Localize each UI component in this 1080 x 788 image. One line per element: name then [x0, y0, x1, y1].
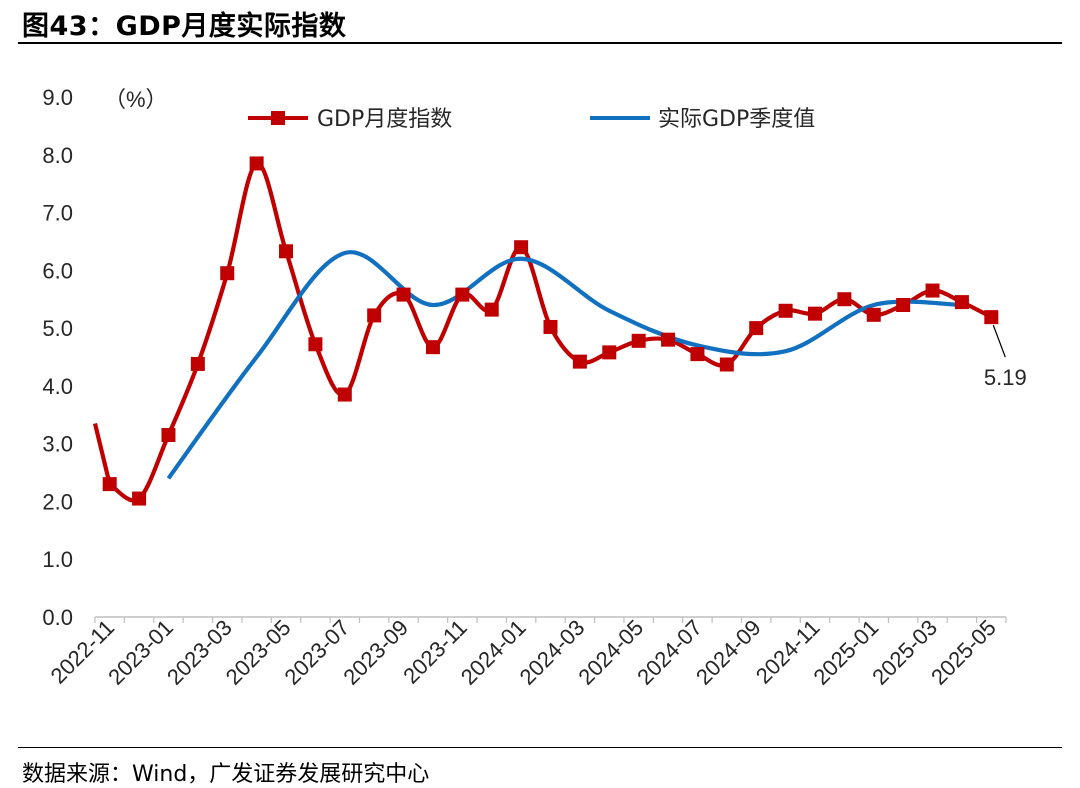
top-rule — [18, 42, 1062, 44]
annotation-label: 5.19 — [984, 365, 1027, 390]
data-point-gdp-monthly — [367, 308, 382, 323]
data-point-gdp-monthly — [161, 428, 176, 442]
x-tick-label: 2025-01 — [809, 615, 884, 690]
y-axis-unit-label: （%） — [104, 87, 168, 112]
x-tick-label: 2024-03 — [515, 615, 590, 690]
data-point-gdp-monthly — [778, 303, 793, 318]
data-point-gdp-monthly — [719, 357, 734, 372]
data-point-gdp-monthly — [132, 491, 147, 506]
legend-label-gdp-quarterly: 实际GDP季度值 — [658, 107, 815, 132]
y-tick-label: 3.0 — [42, 432, 73, 457]
y-tick-label: 4.0 — [42, 374, 73, 399]
annotation-leader-line — [992, 324, 1006, 358]
y-axis-ticks: 0.0 1.0 2.0 3.0 4.0 5.0 6.0 7.0 8.0 9.0 — [42, 85, 73, 630]
legend-label-gdp-monthly: GDP月度指数 — [317, 107, 452, 132]
data-point-gdp-monthly — [749, 321, 764, 336]
bottom-rule — [18, 747, 1062, 748]
x-tick-label: 2024-07 — [632, 615, 707, 690]
y-tick-label: 7.0 — [42, 201, 73, 226]
y-tick-label: 6.0 — [42, 258, 73, 283]
data-point-gdp-monthly — [190, 356, 205, 371]
y-tick-label: 1.0 — [42, 547, 73, 572]
x-axis: 2022-112023-012023-032023-052023-072023-… — [46, 615, 1007, 690]
data-point-gdp-monthly — [690, 347, 705, 362]
legend: GDP月度指数 实际GDP季度值 — [248, 107, 815, 132]
data-point-gdp-monthly — [807, 306, 822, 321]
data-point-gdp-monthly — [866, 307, 881, 322]
x-tick-label: 2024-09 — [691, 615, 766, 690]
data-point-gdp-monthly — [631, 333, 646, 348]
y-tick-label: 2.0 — [42, 489, 73, 514]
x-tick-label: 2023-07 — [280, 615, 355, 690]
data-point-gdp-monthly — [984, 310, 999, 325]
y-tick-label: 5.0 — [42, 316, 73, 341]
data-point-gdp-monthly — [425, 340, 440, 355]
data-point-gdp-monthly — [337, 387, 352, 402]
x-tick-label: 2024-01 — [456, 615, 531, 690]
x-tick-label: 2023-09 — [338, 615, 413, 690]
data-point-gdp-monthly — [925, 283, 940, 298]
x-tick-label: 2023-03 — [162, 615, 237, 690]
legend-marker-gdp-monthly — [271, 111, 285, 125]
y-tick-label: 0.0 — [42, 605, 73, 630]
series-layer — [92, 156, 999, 506]
data-point-gdp-monthly — [954, 295, 969, 310]
data-point-gdp-monthly — [279, 244, 294, 259]
data-point-gdp-monthly — [102, 477, 117, 492]
y-tick-label: 8.0 — [42, 143, 73, 168]
data-point-gdp-monthly — [896, 298, 911, 312]
x-tick-label: 2025-05 — [926, 615, 1001, 690]
data-point-gdp-monthly — [514, 240, 529, 255]
source-note: 数据来源：Wind，广发证券发展研究中心 — [22, 762, 430, 787]
figure-title: 图43：GDP月度实际指数 — [22, 11, 347, 42]
x-tick-label: 2023-01 — [103, 615, 178, 690]
x-tick-label: 2024-05 — [573, 615, 648, 690]
y-tick-label: 9.0 — [42, 85, 73, 110]
data-point-gdp-monthly — [572, 354, 587, 369]
data-point-gdp-monthly — [308, 337, 323, 352]
data-point-gdp-monthly — [455, 287, 470, 302]
data-point-gdp-monthly — [602, 345, 617, 360]
data-point-gdp-monthly — [396, 287, 411, 302]
data-point-gdp-monthly — [220, 266, 235, 281]
data-point-gdp-monthly — [837, 292, 852, 307]
series-line-gdp-quarterly — [166, 250, 962, 480]
last-value-annotation: 5.19 — [984, 324, 1027, 390]
data-point-gdp-monthly — [543, 319, 558, 334]
data-point-gdp-monthly — [661, 332, 676, 347]
data-point-gdp-monthly — [249, 156, 264, 171]
x-tick-label: 2025-03 — [867, 615, 942, 690]
series-line-gdp-monthly — [92, 161, 993, 503]
data-point-gdp-monthly — [484, 302, 499, 317]
x-tick-label: 2023-05 — [221, 615, 296, 690]
